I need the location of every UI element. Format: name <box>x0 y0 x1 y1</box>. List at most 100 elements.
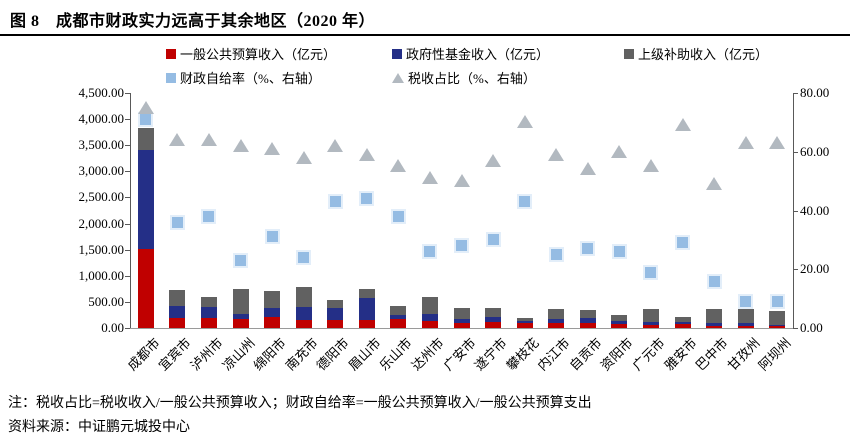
bar-segment-general-budget <box>390 319 407 328</box>
x-axis-label: 自贡市 <box>566 335 605 374</box>
bar-segment-general-budget <box>264 317 281 328</box>
bar-segment-subsidy <box>737 308 754 324</box>
x-axis-label: 攀枝花 <box>503 335 542 374</box>
bar-segment-gov-fund <box>390 315 407 320</box>
bar-segment-subsidy <box>137 128 154 150</box>
self-sufficiency-marker <box>138 111 154 127</box>
self-sufficiency-marker <box>422 244 438 260</box>
legend-item-2: 政府性基金收入（亿元） <box>392 44 624 63</box>
bar-segment-general-budget <box>611 324 628 328</box>
bar-segment-gov-fund <box>137 149 154 249</box>
tax-ratio-marker <box>390 159 407 173</box>
y-axis-right-tick <box>793 93 798 94</box>
tax-ratio-marker <box>674 118 691 132</box>
y-axis-left-tick-label: 1,500.00 <box>78 241 125 257</box>
bar-segment-subsidy <box>264 290 281 309</box>
y-axis-left-tick <box>125 301 130 303</box>
bar-segment-general-budget <box>548 323 565 328</box>
x-axis-label: 南充市 <box>282 335 321 374</box>
x-axis-label: 凉山州 <box>219 335 258 374</box>
y-axis-left-tick <box>125 119 130 121</box>
y-axis-left-tick-label: 500.00 <box>88 293 124 309</box>
bar-segment-gov-fund <box>169 306 186 319</box>
x-axis-label: 内江市 <box>534 335 573 374</box>
bar-segment-gov-fund <box>579 318 596 323</box>
bar-segment-general-budget <box>327 320 344 328</box>
x-axis-label: 德阳市 <box>313 335 352 374</box>
legend-item-4: 财政自给率（%、右轴） <box>166 68 392 87</box>
y-axis-left-tick-label: 3,500.00 <box>78 137 125 153</box>
x-axis-label: 资阳市 <box>597 335 637 374</box>
tax-ratio-marker <box>642 159 659 173</box>
bar-segment-gov-fund <box>295 307 312 320</box>
legend-label: 财政自给率（%、右轴） <box>180 71 321 86</box>
legend-item-5: 税收占比（%、右轴） <box>392 68 624 87</box>
legend-item-3: 上级补助收入（亿元） <box>624 44 768 63</box>
tax-ratio-marker <box>232 138 249 152</box>
tax-ratio-marker <box>453 174 470 188</box>
bar-segment-general-budget <box>642 325 659 328</box>
bar-segment-general-budget <box>295 319 312 328</box>
y-axis-left-tick-label: 2,500.00 <box>78 189 125 205</box>
bar-segment-subsidy <box>421 297 438 314</box>
bar-segment-general-budget <box>737 325 754 328</box>
bar-segment-subsidy <box>674 317 691 323</box>
bar-segment-subsidy <box>579 309 596 319</box>
x-axis-line <box>130 328 794 329</box>
bar-segment-gov-fund <box>737 323 754 326</box>
y-axis-right-tick-label: 0.00 <box>800 320 823 335</box>
bar-segment-subsidy <box>485 308 502 318</box>
x-axis-label: 绵阳市 <box>250 335 289 374</box>
bar-segment-gov-fund <box>358 298 375 321</box>
x-axis-label: 眉山市 <box>345 335 384 374</box>
bar-segment-gov-fund <box>516 321 533 324</box>
tax-ratio-marker <box>485 153 502 167</box>
self-sufficiency-marker <box>296 250 312 265</box>
bar-segment-general-budget <box>169 318 186 328</box>
x-axis-label: 甘孜州 <box>724 335 763 374</box>
self-sufficiency-marker <box>264 229 280 245</box>
self-sufficiency-marker <box>643 264 659 280</box>
self-sufficiency-marker <box>454 238 469 254</box>
tax-ratio-marker <box>327 138 344 152</box>
bar-segment-gov-fund <box>485 317 502 323</box>
x-axis-label: 成都市 <box>124 335 163 374</box>
x-axis-label: 阿坝州 <box>755 335 794 374</box>
y-axis-right-tick <box>793 328 798 329</box>
title-divider <box>0 34 850 36</box>
source-text: 资料来源：中证鹏元城投中心 <box>8 420 190 435</box>
bar-segment-subsidy <box>295 287 312 308</box>
bar-segment-gov-fund <box>264 308 281 318</box>
y-axis-left-tick-label: 2,000.00 <box>78 215 125 231</box>
y-axis-left-tick <box>125 223 130 225</box>
y-axis-left-tick <box>125 275 130 277</box>
bar-segment-subsidy <box>516 317 533 322</box>
bar-segment-general-budget <box>200 317 217 328</box>
y-axis-left-tick <box>125 171 130 173</box>
bar-segment-subsidy <box>769 310 786 326</box>
square-marker-icon <box>392 48 402 59</box>
y-axis-left-tick-label: 1,000.00 <box>78 267 125 283</box>
bar-segment-subsidy <box>232 289 249 315</box>
tax-ratio-marker <box>421 171 438 185</box>
y-axis-line-left <box>130 93 131 328</box>
tax-ratio-marker <box>295 150 312 164</box>
note-text: 注：税收占比=税收收入/一般公共预算收入；财政自给率=一般公共预算收入/一般公共… <box>8 396 592 411</box>
bar-segment-gov-fund <box>453 319 470 324</box>
bar-segment-gov-fund <box>769 325 786 327</box>
legend: 一般公共预算收入（亿元） 政府性基金收入（亿元） 上级补助收入（亿元） 财政自给率（%… <box>166 44 768 87</box>
x-axis-label: 泸州市 <box>187 335 226 374</box>
bar-segment-subsidy <box>611 314 628 321</box>
self-sufficiency-marker <box>611 244 627 260</box>
y-axis-right-tick <box>793 210 798 212</box>
tax-ratio-marker <box>769 135 786 149</box>
y-axis-left-tick-label: 3,000.00 <box>78 163 125 179</box>
y-axis-left-tick <box>125 328 130 329</box>
y-axis-right-tick-label: 20.00 <box>800 261 830 277</box>
self-sufficiency-marker <box>233 252 248 268</box>
bar-segment-general-budget <box>358 320 375 328</box>
square-marker-icon <box>166 72 176 83</box>
bar-segment-gov-fund <box>674 322 691 325</box>
x-axis-label: 广安市 <box>440 335 479 374</box>
self-sufficiency-marker <box>201 208 217 224</box>
